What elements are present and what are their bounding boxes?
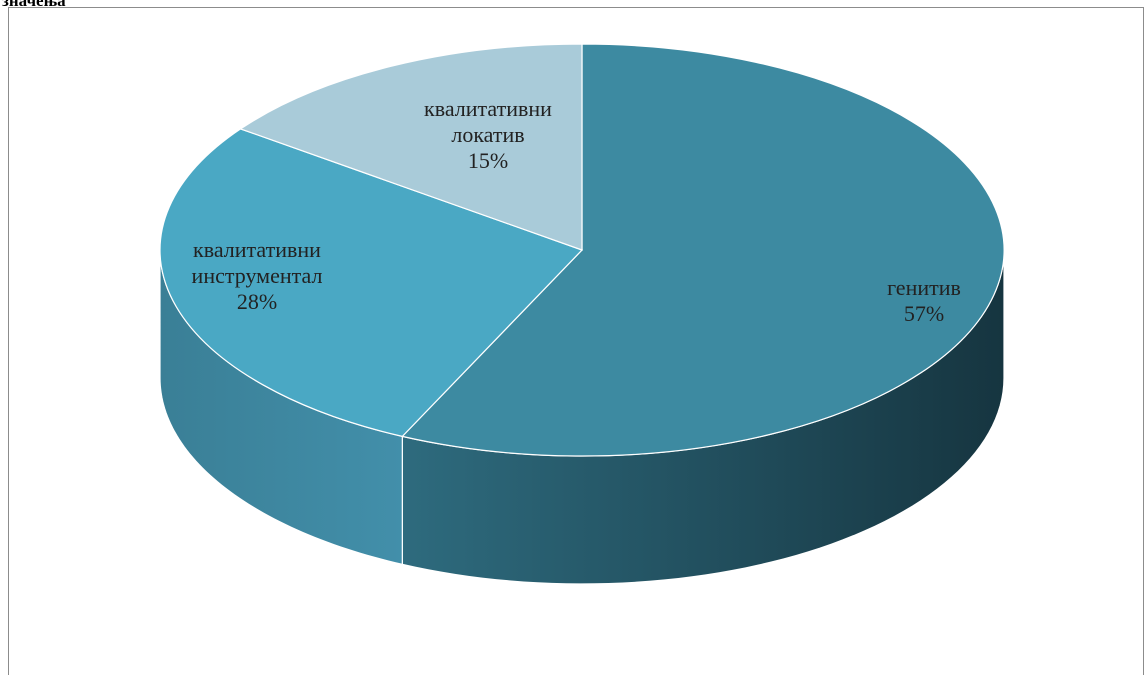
- pie-label-line: квалитативни: [424, 96, 552, 121]
- pie-label-line: локатив: [451, 122, 524, 147]
- pie-label-percent: 57%: [904, 301, 944, 326]
- pie-label-line: инструментал: [192, 263, 323, 288]
- pie-label-percent: 15%: [468, 148, 508, 173]
- pie-label-line: квалитативни: [193, 237, 321, 262]
- pie-label-line: генитив: [887, 275, 961, 300]
- pie-label-percent: 28%: [237, 289, 277, 314]
